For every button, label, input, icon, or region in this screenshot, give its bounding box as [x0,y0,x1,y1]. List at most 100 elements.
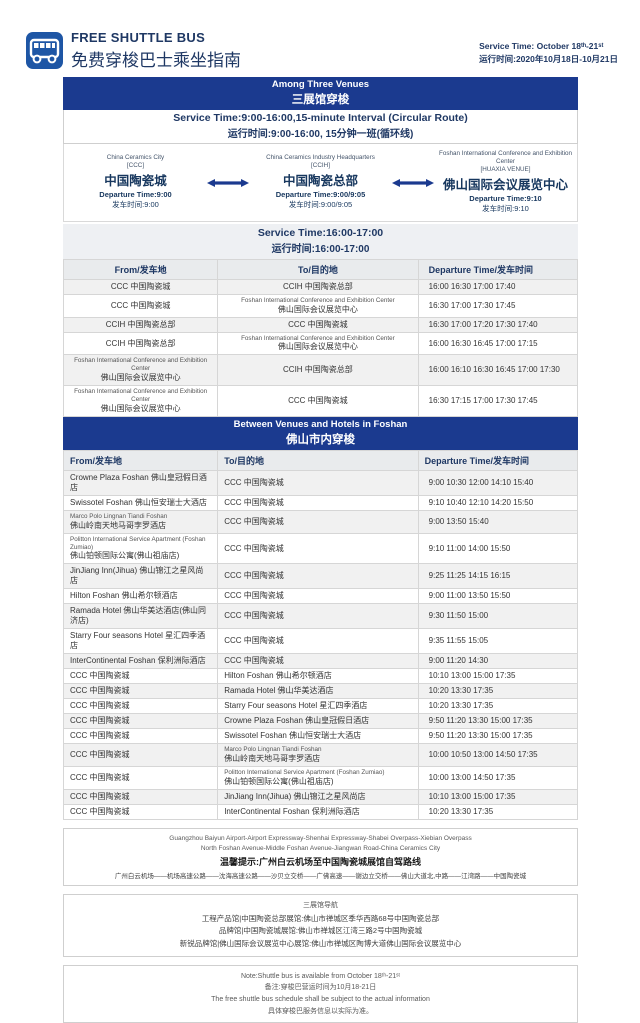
to-cell: CCIH 中国陶瓷总部 [217,354,419,387]
cell-line: CCC 中国陶瓷城 [70,731,130,741]
table-row: Foshan International Conference and Exhi… [62,385,579,417]
cell-line: 佛山国际会议展览中心 [277,304,358,314]
table-row: JinJiang Inn(Jihua) 佛山锦江之星风尚店 CCC 中国陶瓷城 9:… [62,563,579,590]
departure-cell: 9:00 11:20 14:30 [417,653,579,670]
to-cell: CCC 中国陶瓷城 [217,385,419,417]
to-column-header: To/目的地 [217,258,419,280]
cell-line: CCC 中国陶瓷城 [110,281,171,291]
header-service-time-zh: 运行时间:2020年10月18日-10月21日 [479,54,618,65]
from-cell: CCC 中国陶瓷城 [62,293,219,318]
cell-line: CCC 中国陶瓷城 [70,792,130,802]
note-line-4: 具体穿梭巴服务信息以实际为准。 [268,1007,373,1015]
cell-line: CCIH 中国陶瓷总部 [105,319,176,329]
service-time-morning-box: Service Time:9:00-16:00,15-minute Interv… [63,110,578,144]
tips-route-en-line1: Guangzhou Baiyun Airport-Airport Express… [169,835,472,843]
page-title-en: FREE SHUTTLE BUS [71,30,206,45]
table-row: Hilton Foshan 佛山希尔顿酒店 CCC 中国陶瓷城 9:00 11:00… [62,588,579,605]
double-arrow-icon [205,177,251,189]
page-title-zh: 免费穿梭巴士乘坐指南 [71,51,241,70]
table-row: Marco Polo Lingnan Tiandi Foshan 佛山岭南天地马哥… [62,509,579,534]
venue-code: [CCIH] [311,161,330,169]
to-cell: Foshan International Conference and Exhi… [217,293,419,318]
to-cell: Hilton Foshan 佛山希尔顿酒店 [217,668,419,685]
departure-cell: 16:30 17:15 17:00 17:30 17:45 [417,385,579,417]
table-row: CCC 中国陶瓷城 Swissotel Foshan 佛山恒安瑞士大酒店 9:50 … [62,728,579,745]
cell-line: CCC 中国陶瓷城 [110,300,171,310]
departure-cell: 9:35 11:55 15:05 [417,628,579,655]
to-cell: Marco Polo Lingnan Tiandi Foshan 佛山岭南天地马哥… [217,743,419,768]
table-row: InterContinental Foshan 保利洲际酒店 CCC 中国陶瓷城 9… [62,653,579,670]
departure-column-header: Departure Time/发车时间 [417,449,579,471]
table-row: CCC 中国陶瓷城 Hilton Foshan 佛山希尔顿酒店 10:10 13:0… [62,668,579,685]
cell-line: Politton International Service Apartment… [224,769,385,777]
cell-line: Swissotel Foshan 佛山恒安瑞士大酒店 [70,497,207,507]
departure-cell: 10:20 13:30 17:35 [417,698,579,715]
cell-line: CCC 中国陶瓷城 [224,591,284,601]
from-cell: CCC 中国陶瓷城 [62,668,219,685]
departure-cell: 16:30 17:00 17:30 17:45 [417,293,579,318]
to-cell: CCC 中国陶瓷城 [217,603,419,630]
table-row: CCC 中国陶瓷城 CCIH 中国陶瓷总部 16:00 16:30 17:00 17… [62,278,579,295]
departure-cell: 9:50 11:20 13:30 15:00 17:35 [417,713,579,730]
cell-line: CCC 中国陶瓷城 [70,750,130,760]
cell-line: CCIH 中国陶瓷总部 [283,281,353,291]
section2-title-en: Between Venues and Hotels in Foshan [233,418,408,430]
table-row: CCIH 中国陶瓷总部 Foshan International Conferen… [62,331,579,356]
departure-cell: 10:20 13:30 17:35 [417,683,579,700]
from-cell: Hilton Foshan 佛山希尔顿酒店 [62,588,219,605]
to-cell: CCC 中国陶瓷城 [217,563,419,590]
departure-cell: 10:00 10:50 13:00 14:50 17:35 [417,743,579,768]
departure-cell: 9:50 11:20 13:30 15:00 17:35 [417,728,579,745]
cell-line: Foshan International Conference and Exhi… [74,388,208,404]
from-cell: CCC 中国陶瓷城 [62,766,219,791]
cell-line: Foshan International Conference and Exhi… [241,296,395,304]
shuttle-bus-schedule-page: FREE SHUTTLE BUS 免费穿梭巴士乘坐指南 Service Time… [26,30,618,1023]
table-row: CCC 中国陶瓷城 InterContinental Foshan 保利洲际酒店 1… [62,804,579,821]
venues-navigation-box: 三展馆导航 工程产品馆|中国陶瓷总部展馆:佛山市禅城区季华西路68号中国陶瓷总部… [63,893,578,957]
departure-column-header: Departure Time/发车时间 [417,258,579,280]
section-hotels-banner: Between Venues and Hotels in Foshan 佛山市内… [63,416,578,450]
cell-line: CCC 中国陶瓷城 [224,636,284,646]
cell-line: Foshan International Conference and Exhi… [241,334,395,342]
cell-line: Marco Polo Lingnan Tiandi Foshan [70,512,168,520]
section1-title-zh: 三展馆穿梭 [291,94,350,106]
from-cell: JinJiang Inn(Jihua) 佛山锦江之星风尚店 [62,563,219,590]
header-service-time-en: Service Time: October 18ᵗʰ-21ˢᵗ [479,41,604,51]
table-row: Ramada Hotel 佛山华美达酒店(佛山同济店) CCC 中国陶瓷城 9:30… [62,603,579,630]
cell-line: Starry Four seasons Hotel 星汇四季酒店 [224,701,368,711]
cell-line: CCIH 中国陶瓷总部 [283,365,353,375]
cell-line: CCC 中国陶瓷城 [70,807,130,817]
table-row: Starry Four seasons Hotel 星汇四季酒店 CCC 中国陶瓷… [62,628,579,655]
from-column-header: From/发车地 [62,258,219,280]
table-row: Foshan International Conference and Exhi… [62,354,579,387]
header-service-time: Service Time: October 18ᵗʰ-21ˢᵗ 运行时间:202… [479,30,618,66]
to-cell: JinJiang Inn(Jihua) 佛山锦江之星风尚店 [217,789,419,806]
section1-title-en: Among Three Venues [271,79,370,90]
to-cell: CCIH 中国陶瓷总部 [217,278,419,295]
to-cell: CCC 中国陶瓷城 [217,532,419,565]
cell-line: CCC 中国陶瓷城 [288,319,348,329]
venues-route-diagram: China Ceramics City [CCC] 中国陶瓷城 Departur… [63,144,578,222]
cell-line: 佛山岭南天地马哥孛罗酒店 [70,520,166,530]
to-cell: Politton International Service Apartment… [217,766,419,791]
cell-line: CCC 中国陶瓷城 [224,543,284,553]
among-venues-table-body: CCC 中国陶瓷城 CCIH 中国陶瓷总部 16:00 16:30 17:00 17… [62,278,579,417]
table-row: Politton International Service Apartment… [62,532,579,565]
header-titles: FREE SHUTTLE BUS 免费穿梭巴士乘坐指南 [71,30,241,71]
venue-name-zh: 中国陶瓷城 [104,173,167,188]
from-cell: CCIH 中国陶瓷总部 [62,316,219,333]
table-row: CCIH 中国陶瓷总部 CCC 中国陶瓷城 16:30 17:00 17:20 17… [62,316,579,333]
venue-departure-en: Departure Time:9:10 [469,193,542,203]
tips-route-en-line2: North Foshan Avenue-Middle Foshan Avenue… [200,844,441,852]
venue-ccih: China Ceramics Industry Headquarters [CC… [251,154,390,210]
venue-name-zh: 佛山国际会议展览中心 [442,177,568,192]
from-cell: CCC 中国陶瓷城 [62,683,219,700]
header-title-group: FREE SHUTTLE BUS 免费穿梭巴士乘坐指南 [26,30,241,71]
table-row: CCC 中国陶瓷城 Starry Four seasons Hotel 星汇四季酒… [62,698,579,715]
cell-line: CCC 中国陶瓷城 [70,773,130,783]
from-column-header: From/发车地 [62,449,219,471]
from-cell: InterContinental Foshan 保利洲际酒店 [62,653,219,670]
from-cell: CCC 中国陶瓷城 [62,698,219,715]
cell-line: CCIH 中国陶瓷总部 [105,338,176,348]
navigation-line-2: 品牌馆|中国陶瓷城展馆:佛山市禅城区江湾三路2号中国陶瓷城 [218,926,423,936]
